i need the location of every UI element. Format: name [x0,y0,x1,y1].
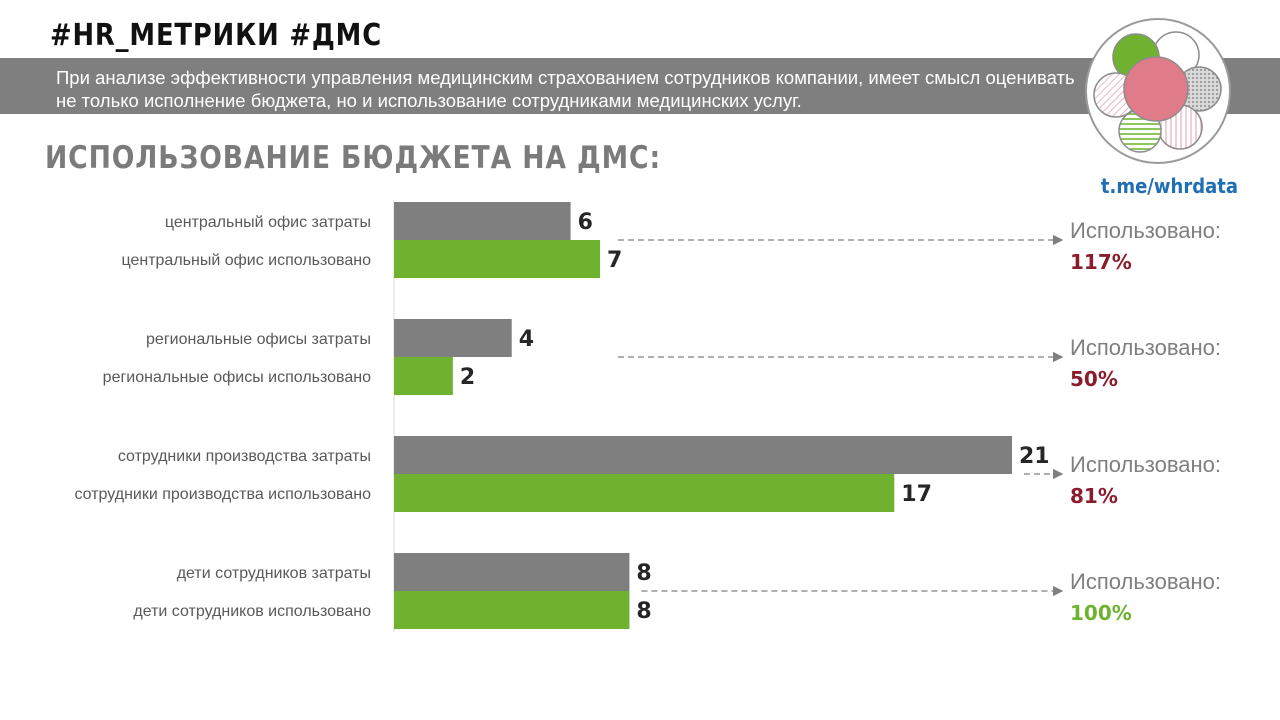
section-title: ИСПОЛЬЗОВАНИЕ БЮДЖЕТА НА ДМС: [45,140,661,176]
category-label: региональные офисы использовано [103,369,371,386]
value-label: 21 [1019,444,1050,469]
telegram-link[interactable]: t.me/whrdata [1100,174,1238,198]
category-label: сотрудники производства затраты [118,448,371,465]
category-label: дети сотрудников затраты [177,565,371,582]
description-text: При анализе эффективности управления мед… [56,67,1075,111]
bar-cost [394,319,512,357]
usage-label: Использовано: [1070,335,1221,360]
category-label: региональные офисы затраты [146,331,371,348]
value-label: 8 [636,561,651,586]
value-label: 4 [519,327,534,352]
bar-cost [394,553,630,591]
hashtags-title: #HR_МЕТРИКИ #ДМС [50,18,383,53]
bar-cost [394,202,571,240]
bar-used [394,240,600,278]
category-label: центральный офис использовано [121,252,371,269]
value-label: 2 [460,365,475,390]
bar-used [394,357,453,395]
flower-circles-logo-icon [1085,18,1231,164]
category-label: центральный офис затраты [165,214,371,231]
value-label: 17 [901,482,932,507]
usage-percent: 117% [1070,250,1132,274]
value-label: 7 [607,248,622,273]
value-label: 8 [636,599,651,624]
description-band [0,58,1280,114]
usage-label: Использовано: [1070,218,1221,243]
usage-percent: 81% [1070,484,1118,508]
usage-percent: 50% [1070,367,1118,391]
category-label: дети сотрудников использовано [133,603,371,620]
bar-used [394,591,630,629]
category-label: сотрудники производства использовано [75,486,372,503]
usage-percent: 100% [1070,601,1132,625]
bar-cost [394,436,1012,474]
value-label: 6 [578,210,593,235]
usage-label: Использовано: [1070,569,1221,594]
usage-label: Использовано: [1070,452,1221,477]
bar-used [394,474,895,512]
